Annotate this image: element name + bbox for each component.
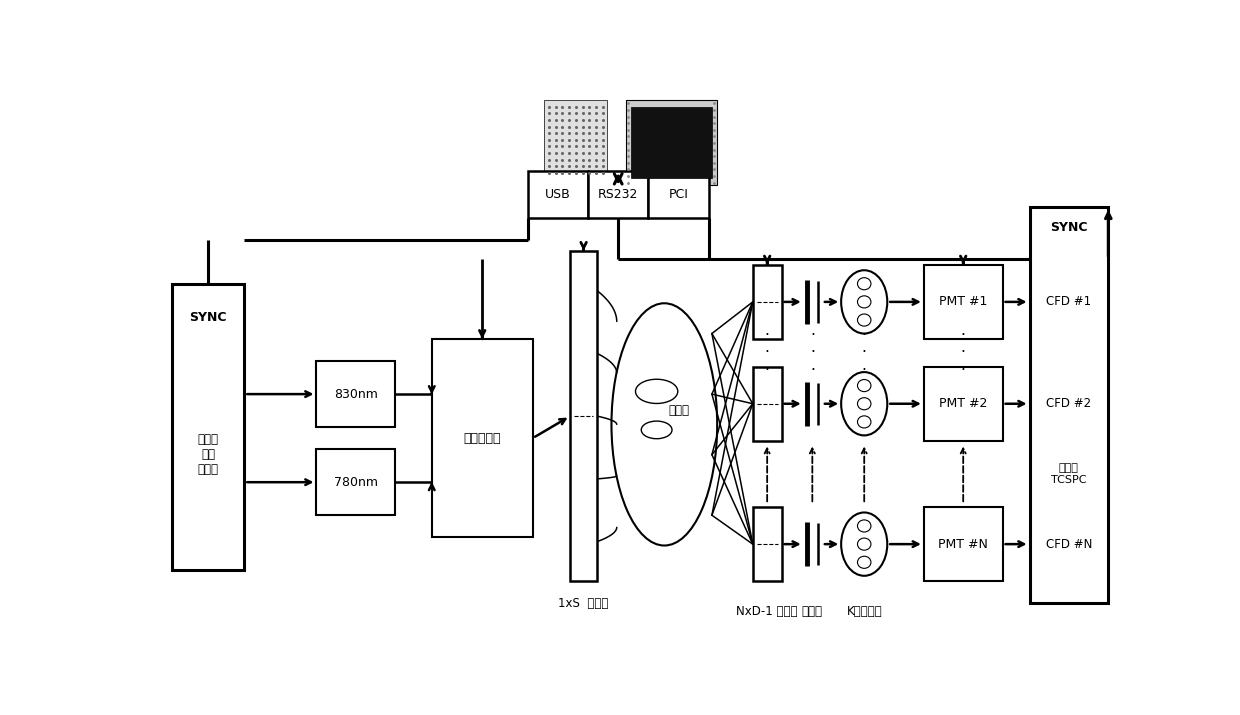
Text: ·
·
·: · · ·	[862, 328, 867, 378]
FancyBboxPatch shape	[626, 99, 717, 185]
Text: 成像腔: 成像腔	[668, 404, 689, 417]
FancyBboxPatch shape	[570, 251, 596, 581]
Text: 准直器: 准直器	[802, 605, 823, 618]
FancyBboxPatch shape	[649, 171, 708, 218]
FancyBboxPatch shape	[631, 107, 712, 178]
FancyBboxPatch shape	[588, 171, 649, 218]
Text: SYNC: SYNC	[190, 310, 227, 323]
Text: ·
·
·: · · ·	[961, 328, 966, 378]
FancyBboxPatch shape	[924, 265, 1003, 339]
Text: 多通道
激光
驱动器: 多通道 激光 驱动器	[198, 433, 218, 476]
FancyBboxPatch shape	[528, 171, 588, 218]
Text: 1xS  光开关: 1xS 光开关	[558, 597, 609, 610]
Text: 多通道
TCSPC: 多通道 TCSPC	[1052, 463, 1086, 485]
FancyBboxPatch shape	[1029, 207, 1109, 603]
FancyBboxPatch shape	[753, 507, 781, 581]
FancyBboxPatch shape	[432, 339, 533, 537]
Text: SYNC: SYNC	[1050, 222, 1087, 235]
Text: ·
·
·: · · ·	[810, 328, 815, 378]
Text: PMT #1: PMT #1	[939, 295, 987, 308]
FancyBboxPatch shape	[924, 507, 1003, 581]
Text: K级滤波轮: K级滤波轮	[847, 605, 882, 618]
FancyBboxPatch shape	[172, 284, 244, 571]
FancyBboxPatch shape	[753, 265, 781, 339]
Text: USB: USB	[546, 188, 570, 201]
FancyBboxPatch shape	[316, 361, 396, 427]
FancyBboxPatch shape	[316, 449, 396, 516]
FancyBboxPatch shape	[544, 99, 606, 177]
Text: 波分复用器: 波分复用器	[464, 432, 501, 445]
Text: CFD #2: CFD #2	[1047, 398, 1091, 410]
Text: CFD #N: CFD #N	[1045, 538, 1092, 551]
Text: PMT #2: PMT #2	[939, 398, 987, 410]
Text: PCI: PCI	[668, 188, 688, 201]
Text: CFD #1: CFD #1	[1047, 295, 1091, 308]
Text: ·
·
·: · · ·	[765, 328, 770, 378]
Text: RS232: RS232	[598, 188, 639, 201]
Text: 830nm: 830nm	[334, 388, 378, 400]
FancyBboxPatch shape	[924, 367, 1003, 441]
FancyBboxPatch shape	[753, 367, 781, 441]
Text: 780nm: 780nm	[334, 475, 378, 488]
Text: PMT #N: PMT #N	[939, 538, 988, 551]
Text: NxD-1 光开关: NxD-1 光开关	[737, 605, 797, 618]
